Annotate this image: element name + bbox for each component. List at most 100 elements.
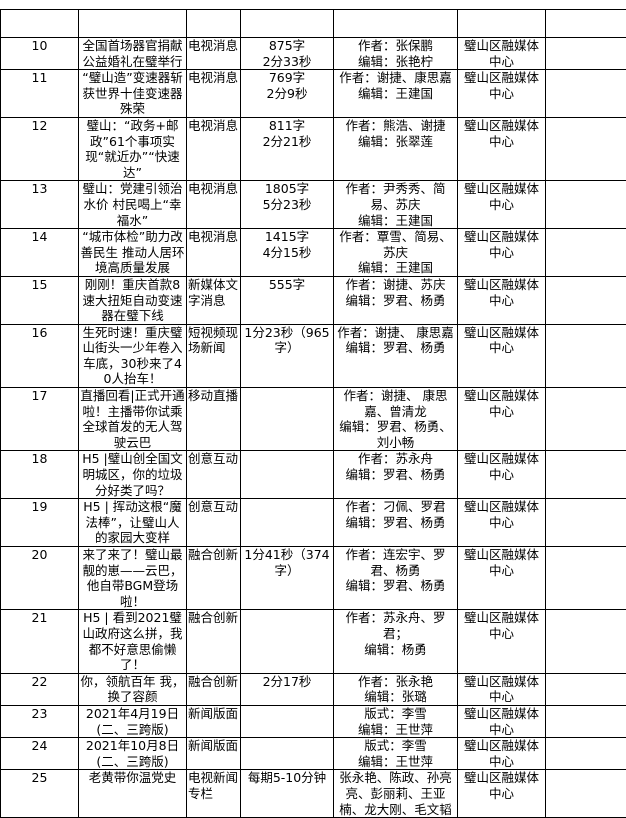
empty-cell xyxy=(546,738,626,770)
entry-length xyxy=(241,499,334,547)
entry-type: 新闻版面 xyxy=(187,738,241,770)
entry-credits: 版式：李雪 编辑：王世萍 xyxy=(334,738,458,770)
row-number: 15 xyxy=(1,276,79,324)
row-number: 24 xyxy=(1,738,79,770)
entry-unit: 璧山区融媒体中心 xyxy=(458,229,546,277)
header-cell xyxy=(1,10,79,38)
entry-credits: 作者：尹秀秀、简易、苏庆 编辑：王建国 xyxy=(334,181,458,229)
entry-title: 直播回看|正式开通啦！主播带你试乘全球首发的无人驾驶云巴 xyxy=(79,388,187,451)
row-number: 12 xyxy=(1,117,79,180)
entry-unit: 璧山区融媒体中心 xyxy=(458,38,546,70)
row-number: 22 xyxy=(1,673,79,705)
entry-credits: 作者：谢捷、 康思嘉 编辑：罗君、杨勇 xyxy=(334,324,458,387)
entry-length xyxy=(241,705,334,737)
header-cell xyxy=(334,10,458,38)
entry-credits: 作者：连宏宇、罗君、杨勇 编辑：罗君、杨勇 xyxy=(334,547,458,610)
entry-unit: 璧山区融媒体中心 xyxy=(458,770,546,818)
entry-title: 你，领航百年 我，换了容颜 xyxy=(79,673,187,705)
entry-title: H5 | 看到2021璧山政府这么拼，我都不好意思偷懒了！ xyxy=(79,610,187,673)
entry-length: 555字 xyxy=(241,276,334,324)
entry-length xyxy=(241,388,334,451)
header-cell xyxy=(458,10,546,38)
empty-cell xyxy=(546,229,626,277)
entry-length: 769字 2分9秒 xyxy=(241,70,334,118)
entry-title: “璧山造”变速器斩获世界十佳变速器殊荣 xyxy=(79,70,187,118)
entry-length xyxy=(241,738,334,770)
entry-type: 融合创新 xyxy=(187,610,241,673)
entry-unit: 璧山区融媒体中心 xyxy=(458,738,546,770)
empty-cell xyxy=(546,770,626,818)
header-cell xyxy=(79,10,187,38)
entry-title: 2021年4月19日(二、三跨版) xyxy=(79,705,187,737)
entry-type: 创意互动 xyxy=(187,499,241,547)
entry-unit: 璧山区融媒体中心 xyxy=(458,673,546,705)
entry-type: 新闻版面 xyxy=(187,705,241,737)
empty-cell xyxy=(546,70,626,118)
empty-cell xyxy=(546,276,626,324)
entry-credits: 版式：李雪 编辑：王世萍 xyxy=(334,705,458,737)
row-number: 11 xyxy=(1,70,79,118)
table-header-row xyxy=(1,10,626,38)
entry-unit: 璧山区融媒体中心 xyxy=(458,324,546,387)
empty-cell xyxy=(546,117,626,180)
entry-length: 1415字 4分15秒 xyxy=(241,229,334,277)
entry-credits: 作者：张保鹏 编辑：张艳柠 xyxy=(334,38,458,70)
entry-unit: 璧山区融媒体中心 xyxy=(458,499,546,547)
entry-unit: 璧山区融媒体中心 xyxy=(458,705,546,737)
empty-cell xyxy=(546,38,626,70)
empty-cell xyxy=(546,451,626,499)
header-cell xyxy=(241,10,334,38)
entry-title: H5 |璧山创全国文明城区，你的垃圾分好类了吗？ xyxy=(79,451,187,499)
entry-title: 璧山：党建引领治水价 村民喝上“幸福水” xyxy=(79,181,187,229)
empty-cell xyxy=(546,547,626,610)
empty-cell xyxy=(546,499,626,547)
entry-unit: 璧山区融媒体中心 xyxy=(458,388,546,451)
entry-title: 来了来了！璧山最靓的崽——云巴，他自带BGM登场啦！ xyxy=(79,547,187,610)
entry-length: 1分41秒（374字） xyxy=(241,547,334,610)
row-number: 18 xyxy=(1,451,79,499)
row-number: 25 xyxy=(1,770,79,818)
entry-type: 电视消息 xyxy=(187,229,241,277)
header-cell xyxy=(187,10,241,38)
entry-title: H5 | 挥动这根“魔法棒”，让璧山人的家园大变样 xyxy=(79,499,187,547)
entry-length: 811字 2分21秒 xyxy=(241,117,334,180)
entry-unit: 璧山区融媒体中心 xyxy=(458,70,546,118)
header-cell xyxy=(546,10,626,38)
entry-title: “城市体检”助力改善民生 推动人居环境高质量发展 xyxy=(79,229,187,277)
entry-type: 电视新闻专栏 xyxy=(187,770,241,818)
row-number: 20 xyxy=(1,547,79,610)
entry-credits: 作者：刁佩、罗君 编辑：罗君、杨勇 xyxy=(334,499,458,547)
row-number: 23 xyxy=(1,705,79,737)
entry-type: 电视消息 xyxy=(187,181,241,229)
entry-title: 生死时速！重庆璧山街头一少年卷入车底，30秒来了40人抬车！ xyxy=(79,324,187,387)
entry-unit: 璧山区融媒体中心 xyxy=(458,547,546,610)
entry-credits: 作者：谢捷、 康思嘉、曾清龙 编辑：罗君、杨勇、刘小畅 xyxy=(334,388,458,451)
entry-type: 创意互动 xyxy=(187,451,241,499)
entry-length xyxy=(241,610,334,673)
entry-type: 电视消息 xyxy=(187,38,241,70)
entry-unit: 璧山区融媒体中心 xyxy=(458,610,546,673)
entry-credits: 作者：覃雪、简易、苏庆 编辑：王建国 xyxy=(334,229,458,277)
entry-title: 刚刚！重庆首款8速大扭矩自动变速器在璧下线 xyxy=(79,276,187,324)
entry-length xyxy=(241,451,334,499)
entry-type: 电视消息 xyxy=(187,70,241,118)
entry-title: 全国首场器官捐献公益婚礼在璧举行 xyxy=(79,38,187,70)
row-number: 21 xyxy=(1,610,79,673)
entry-unit: 璧山区融媒体中心 xyxy=(458,117,546,180)
entry-credits: 作者：谢捷、康思嘉 编辑：王建国 xyxy=(334,70,458,118)
entry-type: 融合创新 xyxy=(187,547,241,610)
entry-type: 电视消息 xyxy=(187,117,241,180)
empty-cell xyxy=(546,181,626,229)
